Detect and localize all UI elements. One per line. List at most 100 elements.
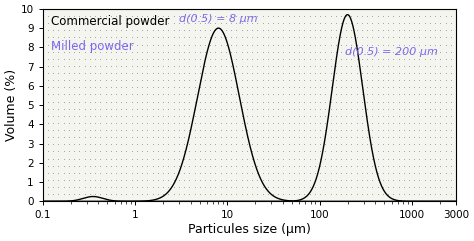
Point — [259, 28, 266, 32]
Point — [175, 7, 182, 11]
Point — [128, 157, 136, 161]
Point — [426, 178, 434, 182]
Point — [390, 157, 397, 161]
Point — [112, 135, 120, 139]
Point — [442, 21, 449, 25]
Point — [86, 178, 94, 182]
Point — [347, 64, 355, 68]
Point — [206, 57, 214, 61]
Point — [123, 50, 130, 54]
Point — [384, 93, 392, 96]
Point — [332, 164, 339, 168]
Point — [206, 135, 214, 139]
Point — [154, 71, 162, 75]
Point — [196, 178, 203, 182]
Point — [405, 93, 413, 96]
Point — [76, 35, 83, 39]
Point — [201, 93, 209, 96]
Point — [138, 35, 146, 39]
Point — [442, 78, 449, 82]
Point — [353, 7, 360, 11]
Point — [118, 192, 125, 196]
Point — [437, 14, 444, 18]
Point — [295, 93, 303, 96]
Point — [170, 107, 177, 111]
Point — [384, 199, 392, 203]
Point — [191, 50, 198, 54]
Point — [452, 28, 460, 32]
Point — [201, 128, 209, 132]
Point — [347, 85, 355, 89]
Point — [102, 93, 109, 96]
Point — [395, 185, 402, 189]
Point — [285, 57, 292, 61]
Point — [280, 64, 287, 68]
Point — [269, 35, 277, 39]
Point — [379, 21, 387, 25]
Point — [196, 149, 203, 153]
Point — [201, 135, 209, 139]
Point — [49, 78, 57, 82]
Point — [180, 121, 188, 125]
Point — [65, 64, 73, 68]
Point — [390, 14, 397, 18]
Point — [321, 128, 329, 132]
Point — [447, 21, 455, 25]
Point — [264, 78, 272, 82]
Point — [39, 164, 46, 168]
Point — [128, 114, 136, 118]
Point — [191, 100, 198, 103]
Point — [55, 164, 62, 168]
Point — [437, 185, 444, 189]
Point — [201, 178, 209, 182]
Point — [144, 149, 151, 153]
Point — [180, 57, 188, 61]
Point — [295, 114, 303, 118]
Point — [364, 142, 371, 146]
Point — [306, 121, 313, 125]
Point — [285, 142, 292, 146]
Point — [49, 178, 57, 182]
Point — [91, 93, 99, 96]
Point — [295, 178, 303, 182]
Point — [452, 178, 460, 182]
Point — [364, 28, 371, 32]
Point — [159, 35, 167, 39]
Point — [369, 164, 376, 168]
Point — [248, 14, 256, 18]
Point — [44, 50, 52, 54]
Point — [421, 114, 428, 118]
Point — [211, 71, 219, 75]
Point — [70, 14, 78, 18]
Point — [164, 35, 172, 39]
Point — [196, 14, 203, 18]
Point — [379, 149, 387, 153]
Point — [233, 164, 240, 168]
Point — [321, 100, 329, 103]
Point — [431, 107, 439, 111]
Point — [206, 171, 214, 175]
Point — [285, 64, 292, 68]
Point — [295, 43, 303, 47]
Point — [228, 28, 235, 32]
Point — [290, 185, 298, 189]
Point — [390, 93, 397, 96]
Point — [211, 178, 219, 182]
Point — [395, 178, 402, 182]
Point — [358, 43, 366, 47]
Point — [55, 192, 62, 196]
Point — [102, 128, 109, 132]
Point — [164, 71, 172, 75]
Point — [211, 14, 219, 18]
Point — [211, 121, 219, 125]
Point — [306, 149, 313, 153]
Point — [342, 192, 350, 196]
Point — [426, 93, 434, 96]
Point — [342, 71, 350, 75]
Point — [264, 50, 272, 54]
Point — [306, 43, 313, 47]
Point — [211, 199, 219, 203]
Point — [191, 43, 198, 47]
Point — [301, 35, 308, 39]
Point — [76, 78, 83, 82]
